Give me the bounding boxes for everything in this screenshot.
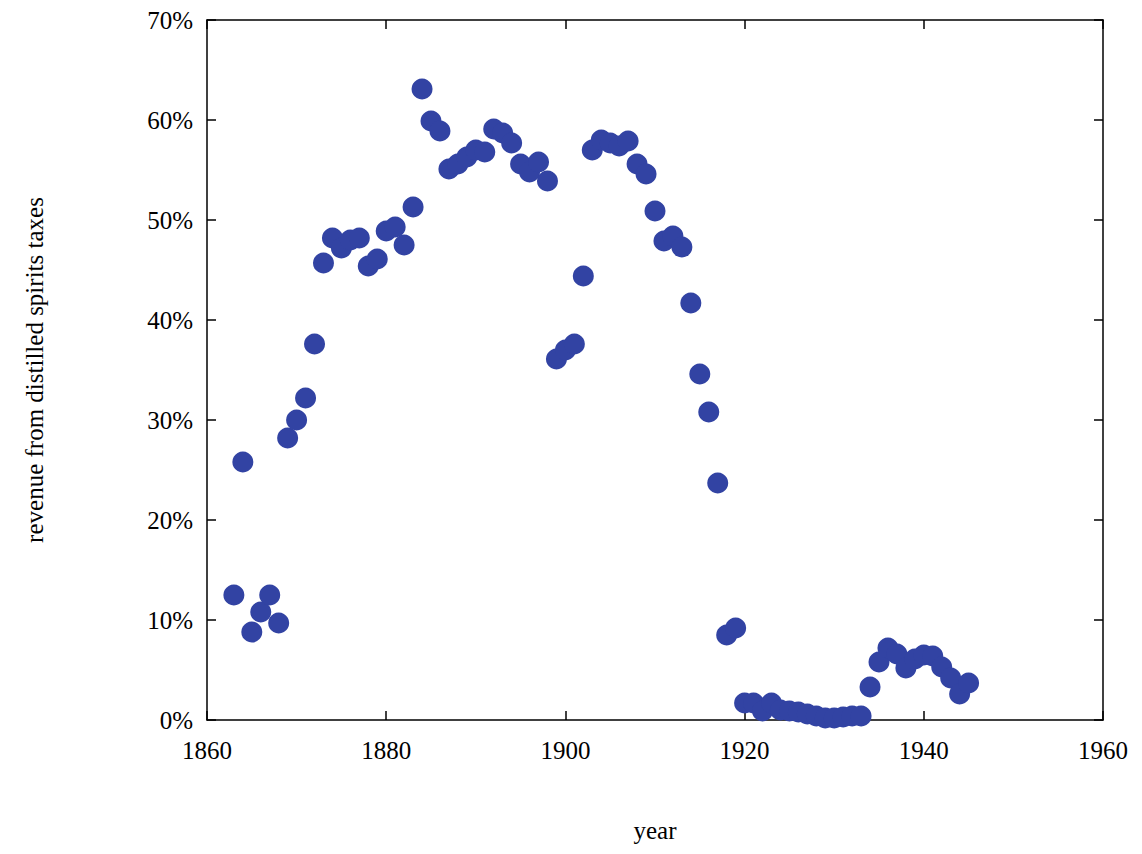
svg-text:1900: 1900 xyxy=(540,737,590,764)
svg-text:1940: 1940 xyxy=(899,737,949,764)
svg-text:1880: 1880 xyxy=(361,737,411,764)
svg-text:1960: 1960 xyxy=(1078,737,1128,764)
svg-text:revenue from distilled spirits: revenue from distilled spirits taxes xyxy=(21,197,48,543)
svg-text:60%: 60% xyxy=(147,107,193,134)
svg-text:10%: 10% xyxy=(147,607,193,634)
svg-text:0%: 0% xyxy=(160,707,193,734)
svg-text:40%: 40% xyxy=(147,307,193,334)
svg-text:1920: 1920 xyxy=(720,737,770,764)
svg-text:20%: 20% xyxy=(147,507,193,534)
svg-text:year: year xyxy=(633,817,677,844)
svg-text:50%: 50% xyxy=(147,207,193,234)
svg-text:70%: 70% xyxy=(147,7,193,34)
svg-text:30%: 30% xyxy=(147,407,193,434)
svg-text:1860: 1860 xyxy=(182,737,232,764)
